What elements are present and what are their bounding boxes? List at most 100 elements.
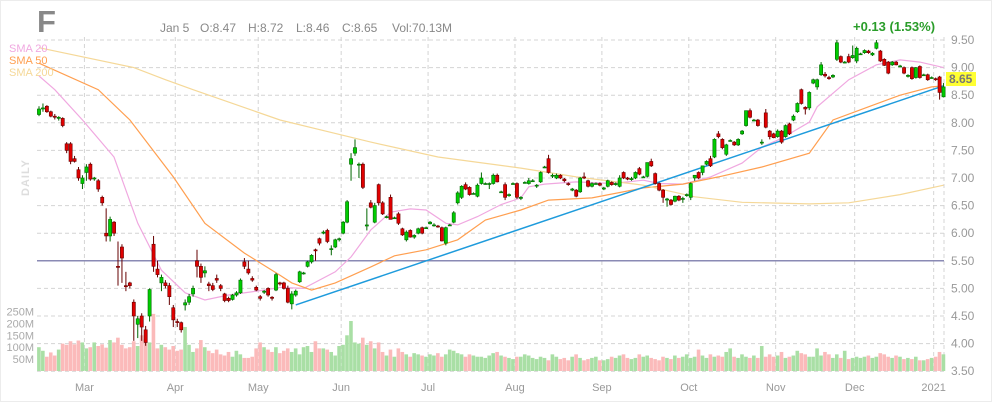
candle-body xyxy=(791,115,796,121)
candle-body xyxy=(704,161,709,165)
volume-bar xyxy=(740,354,744,371)
candle-body xyxy=(439,227,444,242)
price-tick-label: 7.00 xyxy=(951,171,975,185)
volume-bar xyxy=(329,351,333,371)
candle xyxy=(728,139,733,142)
candle xyxy=(64,142,69,154)
volume-bar xyxy=(108,340,112,371)
price-tick-label: 5.00 xyxy=(951,281,975,295)
candle-body xyxy=(692,174,697,179)
candle-body xyxy=(163,282,168,286)
candle-body xyxy=(345,201,350,223)
candle-body xyxy=(665,198,669,201)
volume-bar xyxy=(526,355,531,371)
candle xyxy=(763,109,768,129)
price-tick-label: 9.00 xyxy=(951,61,975,75)
candle xyxy=(76,166,81,181)
candle-body xyxy=(740,130,745,135)
candle xyxy=(661,189,666,203)
trendline-segment[interactable] xyxy=(295,85,944,306)
candle xyxy=(621,171,626,180)
candle xyxy=(515,182,519,199)
candle xyxy=(183,299,188,311)
candle xyxy=(645,162,650,178)
candle xyxy=(226,296,231,303)
candle xyxy=(546,154,551,174)
candle xyxy=(124,271,128,292)
candle xyxy=(669,198,673,206)
candle xyxy=(637,166,642,176)
volume-bar xyxy=(653,359,657,371)
volume-bar xyxy=(507,357,511,371)
candle-body xyxy=(902,67,906,74)
candle xyxy=(396,212,401,225)
volume-bar xyxy=(835,354,839,371)
volume-bar xyxy=(530,357,535,371)
candle-body xyxy=(605,180,610,187)
candle xyxy=(933,77,938,81)
candle xyxy=(518,196,523,201)
date-tick-label: May xyxy=(248,382,269,394)
candle-body xyxy=(234,292,239,296)
candle-body xyxy=(171,307,176,321)
candle xyxy=(112,221,116,236)
candle xyxy=(491,173,496,185)
candle xyxy=(44,105,49,113)
candle-body xyxy=(285,288,290,303)
candle-body xyxy=(384,216,389,218)
candle xyxy=(206,281,211,292)
candle xyxy=(329,245,334,256)
candle xyxy=(167,282,172,305)
date-tick-label: Aug xyxy=(505,382,525,394)
candle xyxy=(368,200,373,209)
candle xyxy=(325,228,330,244)
candle-body xyxy=(570,188,575,191)
volume-bar xyxy=(404,354,409,371)
volume-bar xyxy=(364,344,369,371)
volume-bar xyxy=(716,355,721,371)
volume-bar xyxy=(297,354,302,371)
candle-body xyxy=(143,329,148,343)
candle xyxy=(305,260,310,268)
volume-bar xyxy=(665,357,669,371)
candle xyxy=(791,114,796,122)
candle-body xyxy=(72,158,77,162)
volume-bar xyxy=(645,355,649,371)
candle-body xyxy=(242,261,247,267)
volume-bar xyxy=(155,348,160,371)
candle xyxy=(297,270,302,283)
candle-body xyxy=(724,144,729,155)
volume-bar xyxy=(48,352,53,371)
candle xyxy=(724,143,729,156)
volume-bar xyxy=(459,354,464,371)
candle-body xyxy=(333,239,338,248)
candle xyxy=(605,179,610,188)
sma200-line xyxy=(38,47,944,205)
trendline[interactable] xyxy=(295,85,944,306)
candle-body xyxy=(799,89,804,104)
candle xyxy=(479,172,484,185)
candle xyxy=(179,321,184,333)
candle-body xyxy=(60,118,65,126)
volume-bar xyxy=(819,355,823,371)
candle xyxy=(380,201,385,215)
bar-volume: Vol:70.13M xyxy=(392,21,452,35)
candle-body xyxy=(811,79,816,84)
candle-body xyxy=(831,75,835,78)
candle xyxy=(748,108,752,119)
volume-bar xyxy=(199,340,203,371)
candle xyxy=(214,274,219,283)
volume-bar xyxy=(278,353,282,371)
candle-body xyxy=(120,246,124,259)
volume-bar xyxy=(874,356,879,371)
volume-bar xyxy=(388,349,393,371)
date-tick-label: Oct xyxy=(680,382,697,394)
candle-body xyxy=(289,293,294,305)
candle-body xyxy=(317,238,322,244)
candle xyxy=(151,235,156,272)
candle-body xyxy=(404,231,409,241)
candle-body xyxy=(124,285,128,288)
candle xyxy=(586,179,590,188)
candle xyxy=(807,91,812,111)
